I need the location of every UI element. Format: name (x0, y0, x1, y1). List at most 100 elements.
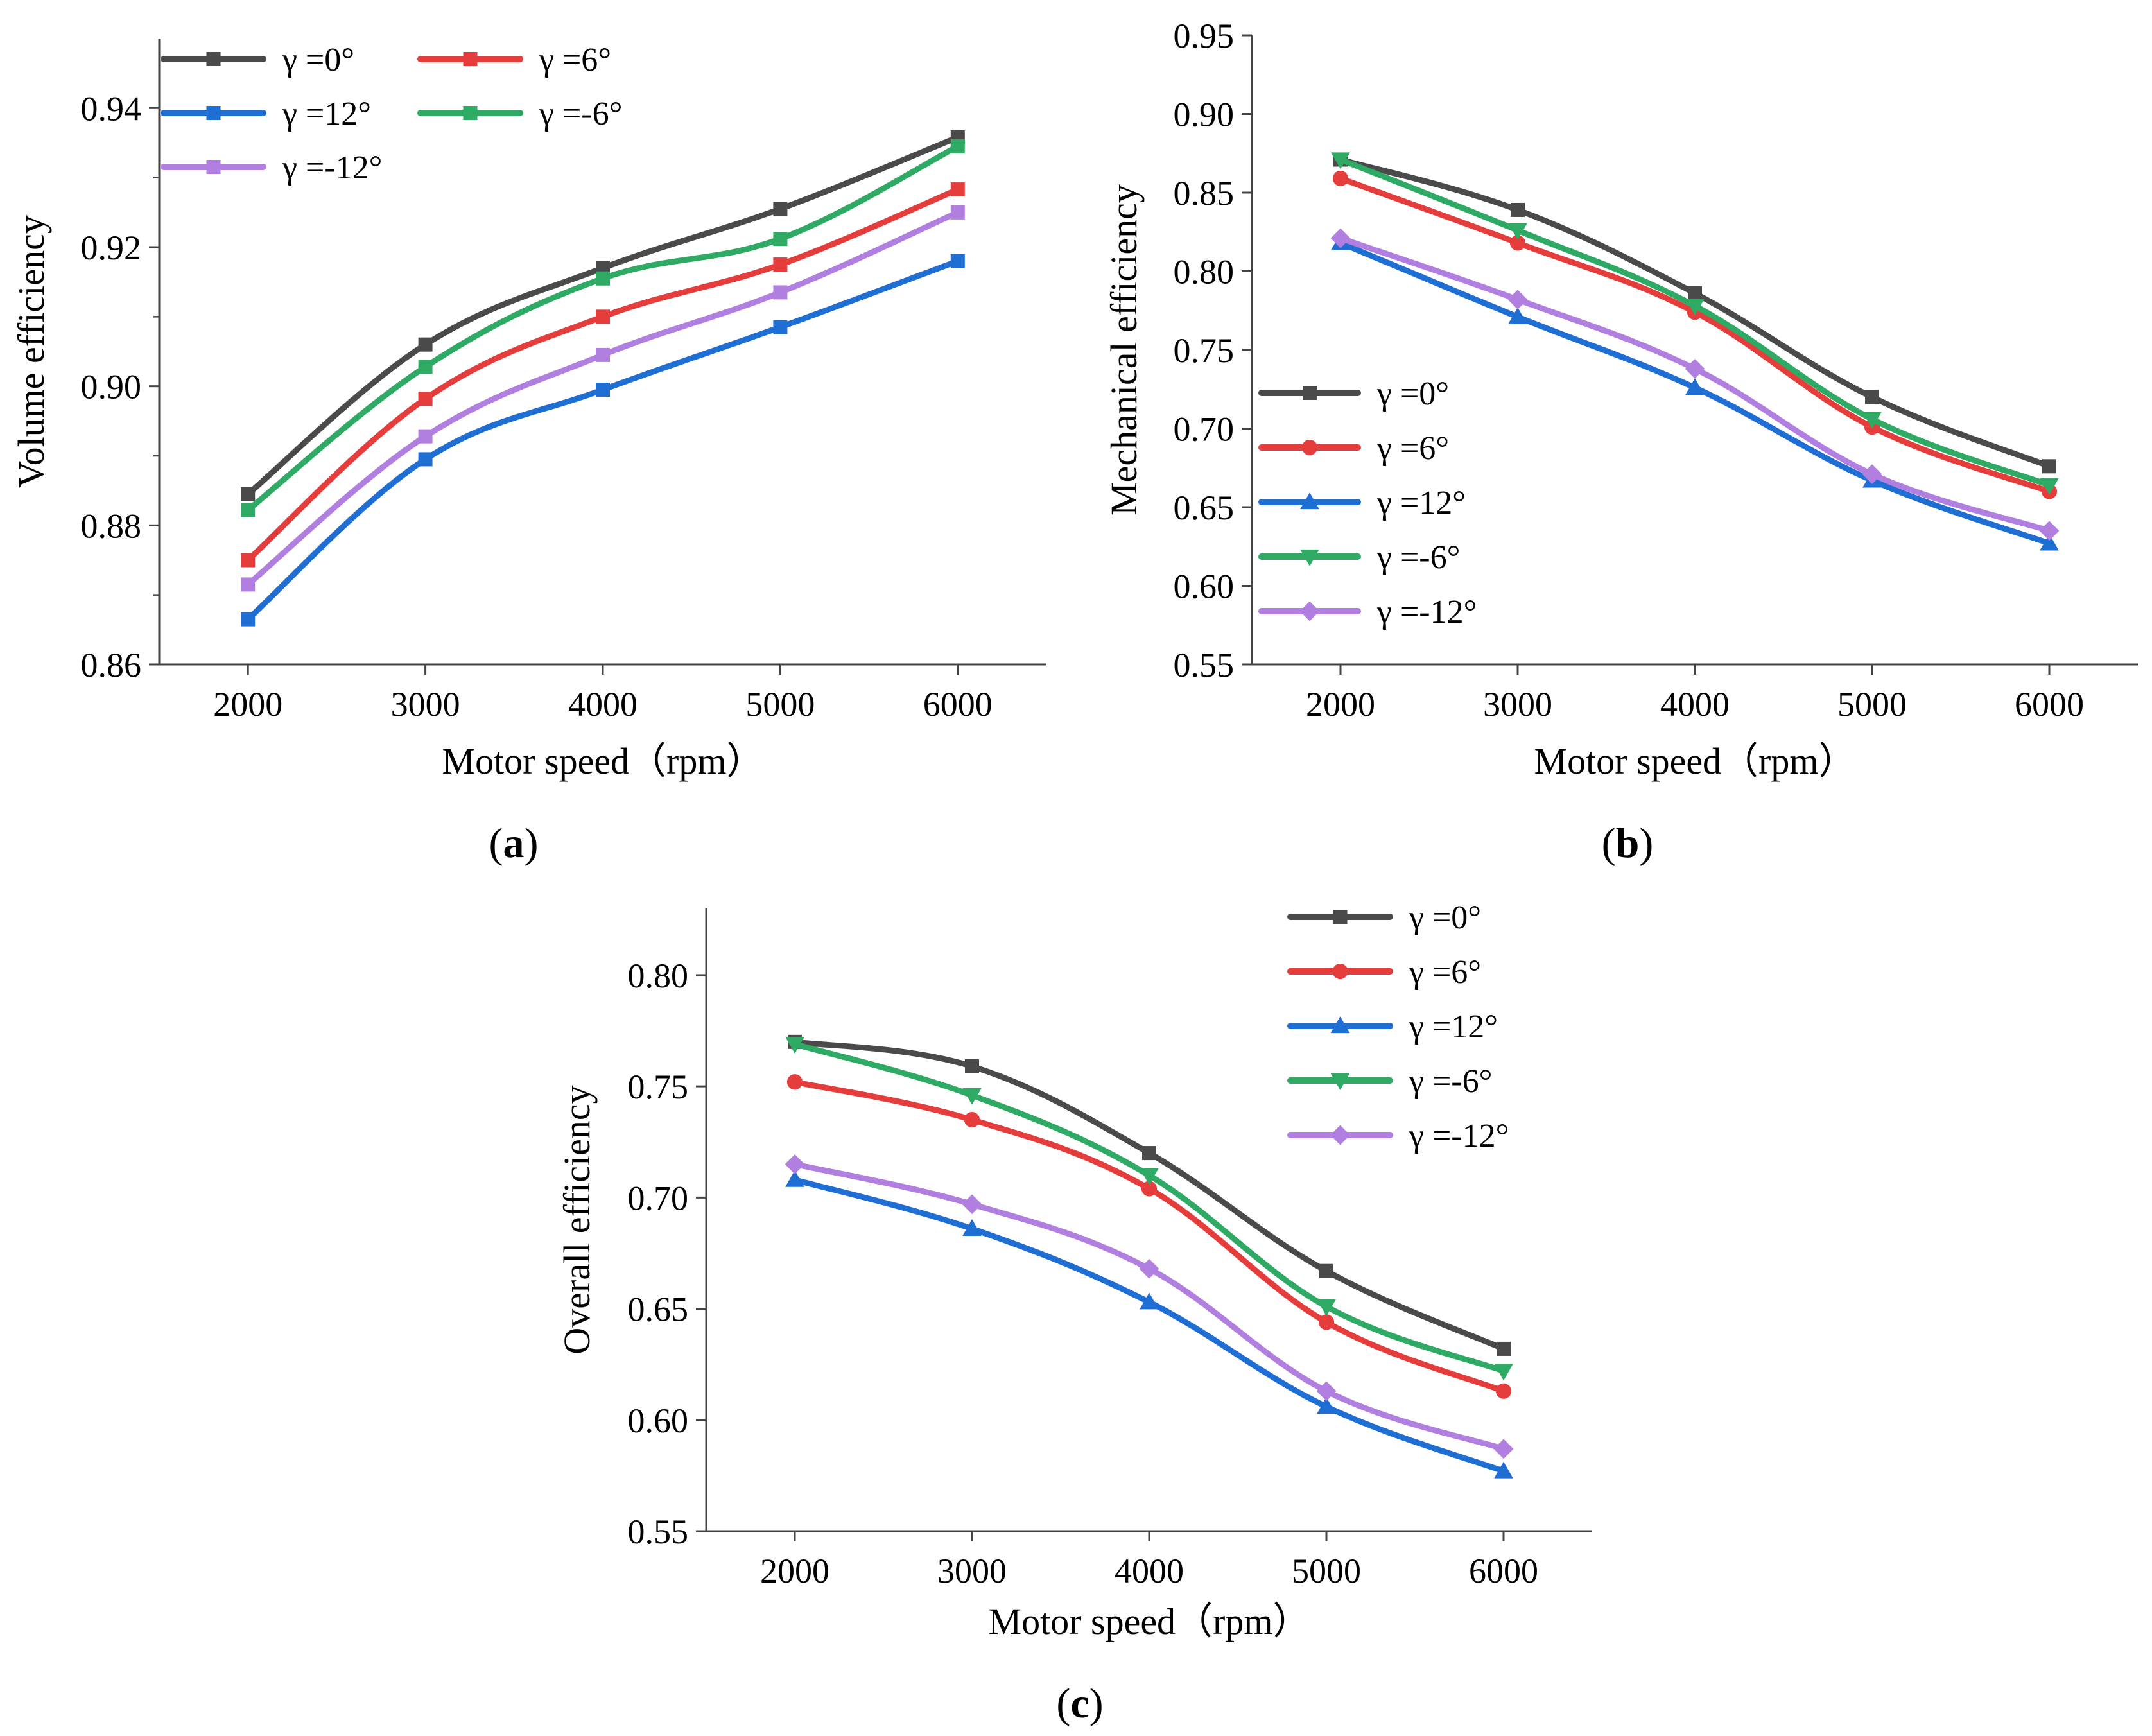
data-point (241, 612, 256, 627)
x-tick-label: 4000 (568, 685, 638, 724)
panel-label: (a) (489, 820, 539, 867)
legend: γ =0° γ =12° γ =-12° γ =6° γ =-6° (161, 42, 622, 186)
data-point (785, 1154, 805, 1174)
panel-label-close: ) (525, 820, 539, 867)
x-tick-label: 2000 (760, 1552, 829, 1590)
x-tick-label: 2000 (213, 685, 282, 724)
legend-swatch-marker (1299, 601, 1320, 621)
x-tick-label: 2000 (1306, 685, 1375, 724)
x-tick-label: 4000 (1115, 1552, 1184, 1590)
data-point (418, 337, 433, 352)
data-point (2040, 534, 2059, 551)
legend-swatch-marker (463, 106, 478, 120)
panel-label-close: ) (1639, 820, 1653, 867)
y-tick-label: 0.75 (1174, 331, 1235, 370)
x-tick-label: 6000 (923, 685, 993, 724)
y-tick-label: 0.94 (81, 89, 142, 128)
data-point (1865, 390, 1879, 404)
panel-label-letter: b (1616, 820, 1640, 867)
data-point (1140, 1168, 1159, 1185)
data-point (950, 139, 965, 153)
data-point (1511, 202, 1525, 217)
legend-swatch-marker (1303, 386, 1317, 400)
legend-swatch-marker (1333, 910, 1348, 924)
y-axis-label: Volume efficiency (10, 215, 52, 488)
series-5 (785, 1154, 1514, 1459)
y-tick-label: 0.55 (1174, 646, 1235, 684)
legend-label: γ =-12° (282, 150, 382, 186)
x-tick-label: 6000 (2015, 685, 2084, 724)
legend-swatch-marker (206, 106, 221, 120)
x-tick-label: 3000 (937, 1552, 1007, 1590)
series-5 (241, 139, 965, 517)
data-point (1685, 359, 1705, 379)
data-point (786, 1074, 803, 1090)
legend-swatch-marker (1300, 492, 1319, 510)
legend-label: γ =6° (539, 42, 611, 78)
data-point (1318, 1314, 1335, 1330)
data-point (418, 392, 433, 406)
y-tick-label: 0.80 (1174, 253, 1235, 291)
data-point (418, 429, 433, 444)
data-point (964, 1112, 980, 1128)
data-point (1317, 1299, 1336, 1316)
data-point (1495, 1383, 1512, 1399)
x-tick-label: 3000 (1483, 685, 1552, 724)
chart-panel-c: 2000 3000 4000 5000 6000 0.55 0.60 0.65 0.70 0.75… (556, 899, 1592, 1727)
x-axis-label: Motor speed（rpm） (442, 740, 764, 782)
legend-label: γ =0° (1376, 376, 1449, 412)
data-point (241, 487, 256, 501)
y-axis-label: Overall efficiency (556, 1085, 598, 1354)
y-tick-label: 0.55 (628, 1513, 689, 1551)
data-point (962, 1219, 982, 1236)
y-tick-label: 0.70 (628, 1179, 689, 1217)
y-tick-label: 0.92 (81, 229, 142, 267)
legend-label: γ =12° (1376, 485, 1466, 521)
data-point (785, 1037, 804, 1054)
data-point (418, 360, 433, 374)
data-point (241, 503, 256, 517)
data-point (2042, 459, 2056, 474)
data-point (2039, 521, 2060, 541)
legend-label: γ =-6° (539, 96, 622, 132)
data-point (1508, 223, 1527, 240)
series-1 (1333, 152, 2056, 474)
data-point (773, 320, 788, 334)
series-line (245, 186, 961, 563)
data-point (2040, 478, 2059, 495)
legend-swatch-marker (1330, 1016, 1350, 1034)
series-3 (241, 205, 965, 592)
series-3 (785, 1170, 1513, 1479)
data-point (1497, 1341, 1511, 1356)
y-tick-label: 0.65 (1174, 489, 1235, 527)
y-tick-label: 0.75 (628, 1068, 689, 1106)
data-point (1508, 307, 1527, 324)
data-point (596, 271, 610, 286)
data-point (1509, 235, 1526, 251)
data-point (1494, 1461, 1513, 1479)
y-axis-label: Mechanical efficiency (1103, 184, 1145, 516)
data-point (1332, 170, 1349, 187)
data-point (773, 232, 788, 246)
data-point (241, 553, 256, 568)
panel-label: (b) (1602, 820, 1654, 867)
panel-label-close: ) (1089, 1680, 1104, 1727)
data-point (1688, 286, 1702, 300)
y-tick-label: 0.90 (1174, 96, 1235, 134)
y-tick-label: 0.86 (81, 646, 142, 684)
data-point (1330, 228, 1351, 248)
legend-label: γ =0° (282, 42, 354, 78)
data-point (1493, 1439, 1514, 1459)
data-point (418, 452, 433, 467)
x-tick-label: 5000 (1837, 685, 1907, 724)
x-tick-label: 3000 (391, 685, 460, 724)
data-point (950, 254, 965, 268)
x-tick-label: 5000 (1292, 1552, 1361, 1590)
data-point (1139, 1258, 1159, 1279)
data-point (596, 347, 610, 362)
data-point (965, 1059, 979, 1073)
data-point (1862, 464, 1882, 484)
panel-label-open: ( (1602, 820, 1616, 867)
legend-swatch-marker (1301, 439, 1318, 456)
